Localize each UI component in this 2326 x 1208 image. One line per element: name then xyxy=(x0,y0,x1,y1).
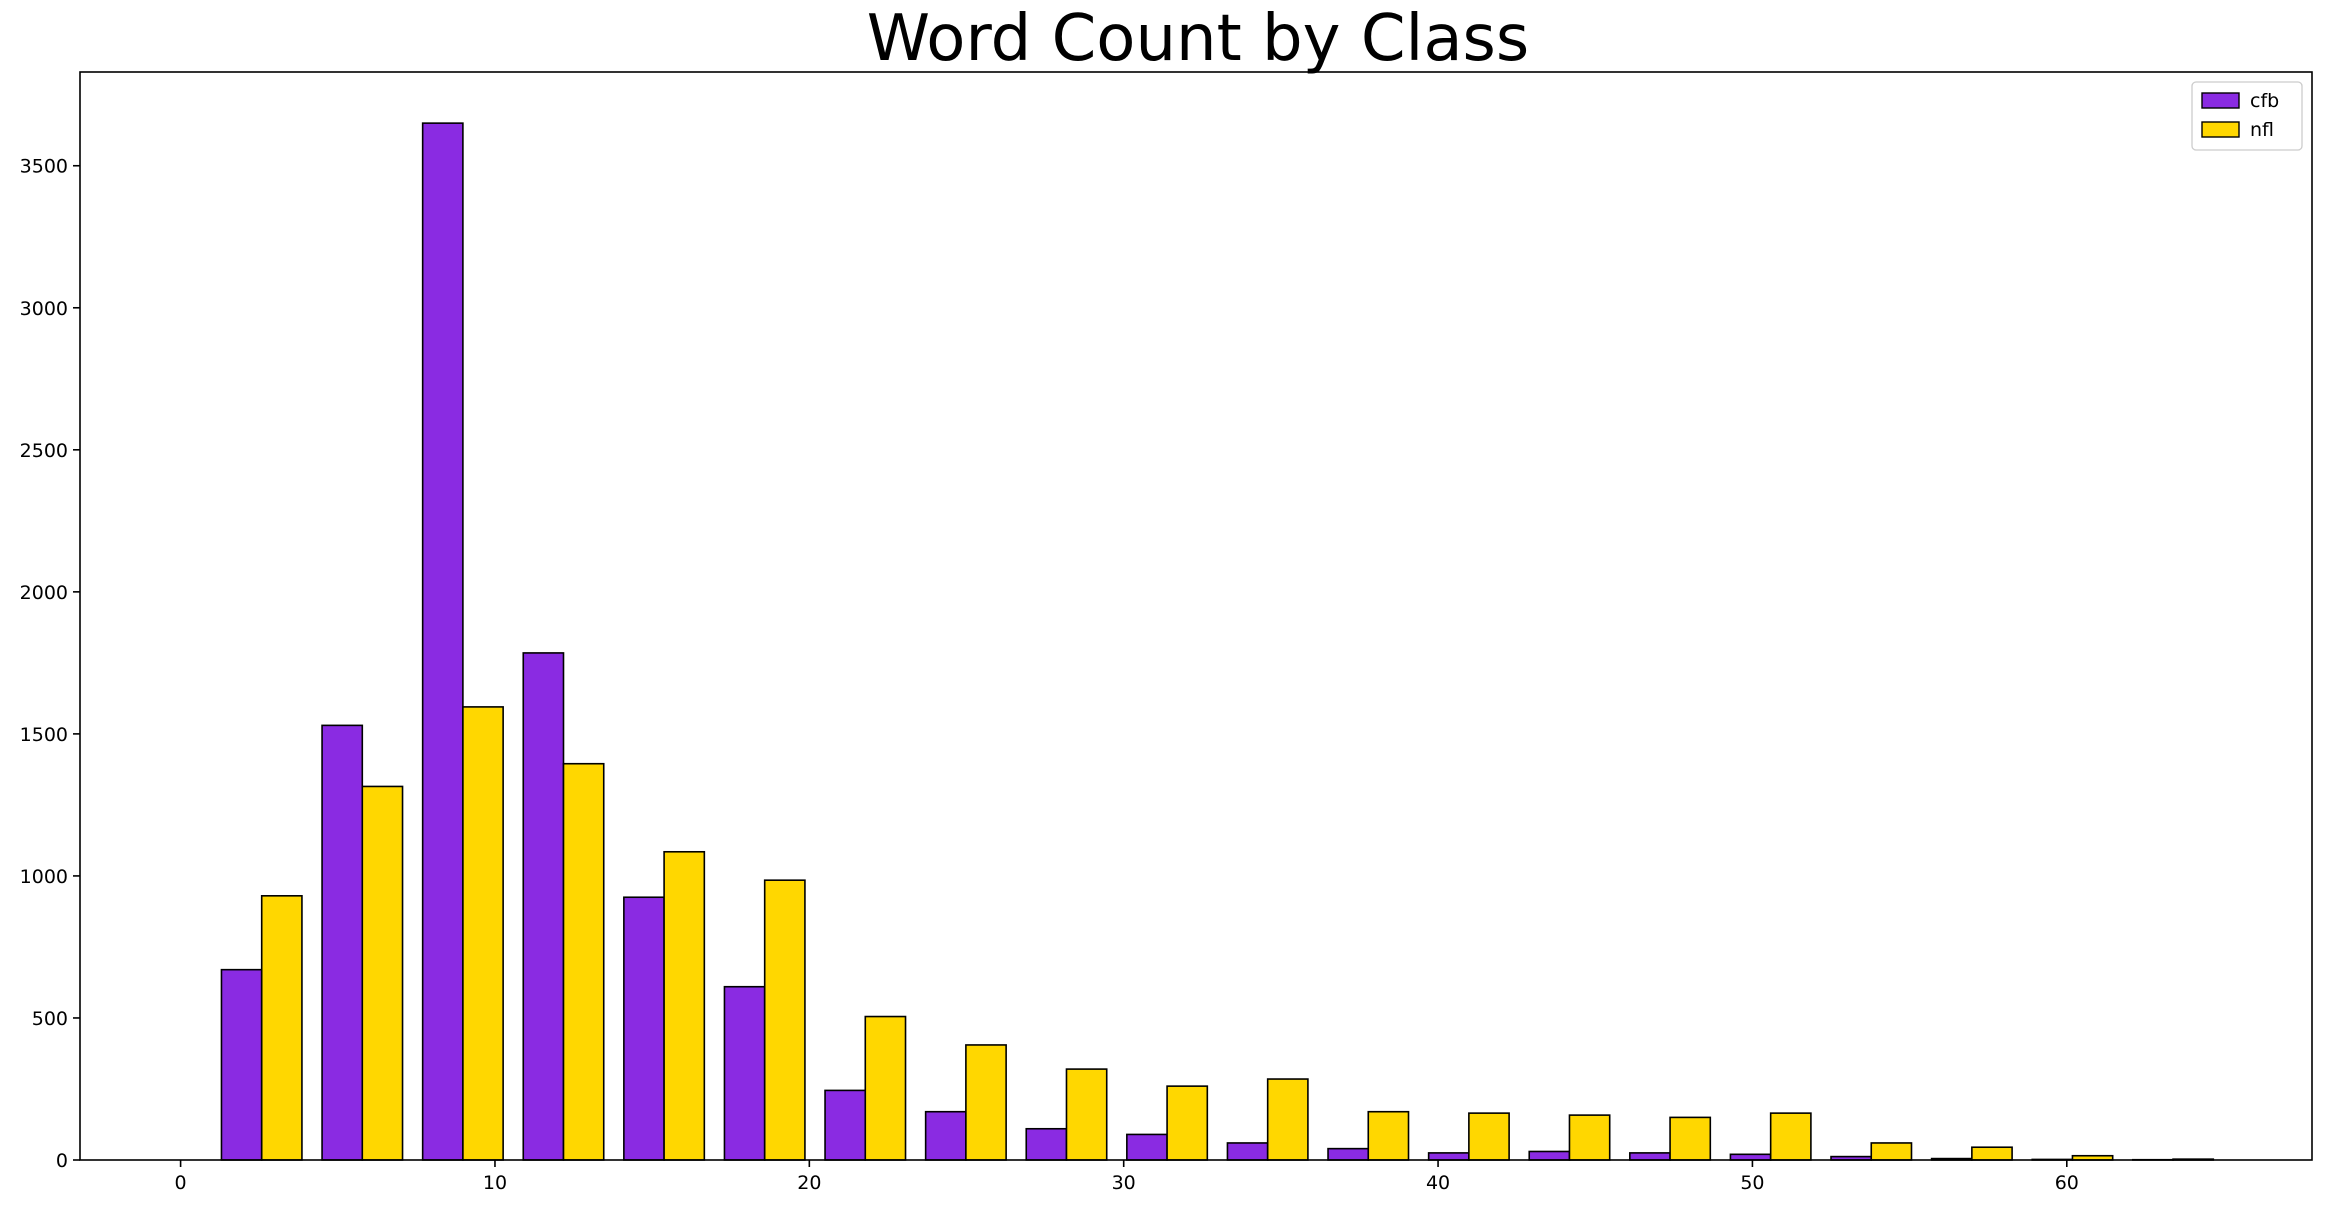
bar-nfl-10 xyxy=(1266,1078,1309,1161)
bar-cfb-6 xyxy=(824,1089,867,1161)
bars-layer xyxy=(220,122,2215,1161)
bar-cfb-0 xyxy=(220,968,263,1161)
x-tick-label: 30 xyxy=(1112,1172,1136,1194)
bar-nfl-12 xyxy=(1468,1112,1510,1161)
y-axis: 0 500 1000 1500 2000 2500 3000 3500 xyxy=(20,156,80,1172)
y-tick-label: 3500 xyxy=(20,156,68,178)
bar-cfb-4 xyxy=(623,896,665,1161)
bar-nfl-4 xyxy=(663,850,706,1161)
bar-cfb-13 xyxy=(1528,1150,1571,1161)
bar-nfl-17 xyxy=(1971,1146,2013,1161)
x-axis: 0 10 20 30 40 50 60 xyxy=(175,1160,2079,1194)
bar-nfl-2 xyxy=(462,706,504,1161)
plot-frame xyxy=(79,71,2313,1161)
y-tick-label: 3000 xyxy=(20,298,68,320)
legend-label-cfb: cfb xyxy=(2250,90,2279,112)
bar-nfl-5 xyxy=(763,879,806,1161)
bar-nfl-8 xyxy=(1065,1068,1108,1161)
bar-nfl-15 xyxy=(1769,1112,1812,1161)
y-tick-label: 500 xyxy=(32,1008,68,1030)
x-tick-label: 20 xyxy=(797,1172,821,1194)
bar-cfb-10 xyxy=(1226,1142,1269,1161)
y-tick-label: 1000 xyxy=(20,866,68,888)
y-tick-label: 2000 xyxy=(20,582,68,604)
bar-nfl-11 xyxy=(1367,1110,1410,1161)
bar-nfl-1 xyxy=(361,785,404,1161)
bar-nfl-7 xyxy=(965,1044,1007,1161)
bar-nfl-3 xyxy=(562,762,605,1161)
bar-nfl-9 xyxy=(1166,1085,1209,1161)
bar-cfb-2 xyxy=(421,122,464,1161)
x-tick-label: 50 xyxy=(1740,1172,1764,1194)
y-tick-label: 1500 xyxy=(20,724,68,746)
bar-nfl-0 xyxy=(260,895,303,1161)
x-tick-label: 10 xyxy=(483,1172,507,1194)
bar-cfb-7 xyxy=(924,1110,967,1161)
bar-cfb-3 xyxy=(522,652,565,1161)
x-tick-label: 0 xyxy=(175,1172,187,1194)
bar-nfl-6 xyxy=(864,1015,907,1161)
x-tick-label: 40 xyxy=(1426,1172,1450,1194)
bar-cfb-9 xyxy=(1126,1133,1168,1161)
bar-nfl-13 xyxy=(1568,1114,1611,1161)
bar-nfl-14 xyxy=(1669,1116,1712,1161)
legend-label-nfl: nfl xyxy=(2250,119,2274,141)
legend: cfb nfl xyxy=(2191,81,2303,151)
bar-cfb-8 xyxy=(1025,1127,1068,1161)
bar-cfb-5 xyxy=(723,985,766,1161)
legend-swatch-nfl xyxy=(2201,121,2240,138)
y-tick-label: 2500 xyxy=(20,440,68,462)
bar-cfb-15 xyxy=(1729,1153,1772,1161)
bar-cfb-1 xyxy=(321,724,364,1161)
x-tick-label: 60 xyxy=(2055,1172,2079,1194)
y-tick-label: 0 xyxy=(56,1150,68,1172)
legend-box xyxy=(2191,81,2303,151)
bar-nfl-16 xyxy=(1870,1142,1913,1161)
bar-cfb-11 xyxy=(1327,1147,1370,1161)
legend-swatch-cfb xyxy=(2201,92,2240,109)
bar-cfb-14 xyxy=(1629,1152,1671,1161)
chart-title: Word Count by Class xyxy=(867,2,1529,76)
bar-cfb-12 xyxy=(1427,1152,1470,1161)
